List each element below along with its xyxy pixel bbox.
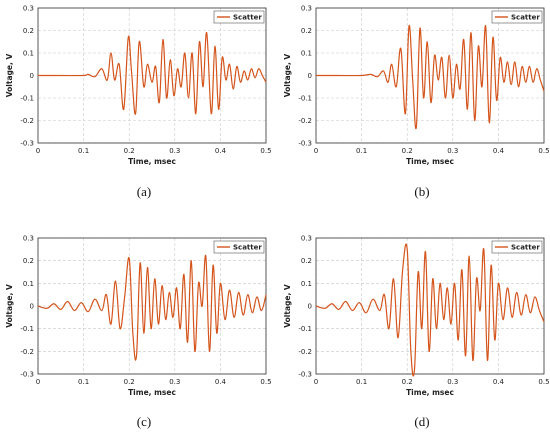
y-tick-label: -0.2 (298, 348, 312, 356)
x-tick-label: 0.5 (260, 378, 271, 386)
panel-caption: (c) (137, 414, 151, 429)
x-tick-label: 0.1 (78, 147, 89, 155)
legend-entry: Scatter (511, 14, 540, 22)
series-line-scatter (37, 254, 267, 361)
legend-box (491, 240, 543, 254)
x-tick-label: 0.5 (538, 147, 549, 155)
y-tick-label: 0.2 (301, 27, 312, 35)
y-tick-label: 0.3 (301, 235, 312, 243)
y-tick-label: -0.1 (298, 325, 312, 333)
x-tick-label: 0.5 (260, 147, 271, 155)
y-tick-label: -0.1 (20, 95, 34, 103)
panel-caption: (a) (137, 184, 151, 199)
chart-panel-4: 0.30.20.10-0.1-0.2-0.30 0.1 0.2 0.3 0.4 0.5Sc… (283, 235, 550, 430)
y-tick-label: 0 (30, 72, 34, 80)
chart-panel-1: 0.30.20.10-0.1-0.2-0.30 0.1 0.2 0.3 0.4 0.5Sc… (5, 5, 272, 200)
y-tick-label: -0.1 (298, 95, 312, 103)
y-tick-label: 0.1 (301, 50, 312, 58)
y-tick-label: -0.2 (20, 117, 34, 125)
x-tick-label: 0.3 (447, 378, 458, 386)
x-tick-label: 0.5 (538, 378, 549, 386)
chart-panel-2: 0.30.20.10-0.1-0.2-0.30 0.1 0.2 0.3 0.4 0.5Sc… (283, 5, 550, 200)
legend-box (213, 240, 265, 254)
legend: Scatter (491, 10, 543, 24)
x-tick-label: 0 (36, 378, 40, 386)
x-axis-label: Time, msec (406, 388, 454, 397)
y-tick-label: 0.2 (23, 27, 34, 35)
legend-entry: Scatter (233, 244, 262, 252)
y-tick-label: -0.1 (20, 325, 34, 333)
x-tick-label: 0.1 (356, 378, 367, 386)
y-tick-label: 0.3 (23, 235, 34, 243)
x-tick-label: 0.2 (402, 147, 413, 155)
x-tick-label: 0.3 (169, 378, 180, 386)
y-tick-label: 0.1 (23, 280, 34, 288)
x-tick-label: 0.4 (493, 147, 505, 155)
y-tick-label: 0.2 (301, 257, 312, 265)
x-axis-label: Time, msec (128, 157, 176, 166)
y-axis-label: Voltage, V (5, 284, 14, 328)
chart-panel-3: 0.30.20.10-0.1-0.2-0.30 0.1 0.2 0.3 0.4 0.5Sc… (5, 235, 272, 430)
x-tick-label: 0 (36, 147, 40, 155)
y-tick-label: 0.3 (301, 5, 312, 13)
y-tick-label: 0 (30, 303, 34, 311)
x-tick-label: 0.1 (78, 378, 89, 386)
legend-entry: Scatter (233, 14, 262, 22)
series-line-scatter (38, 32, 267, 115)
legend: Scatter (213, 10, 265, 24)
y-tick-label: 0.3 (23, 5, 34, 13)
x-tick-label: 0.4 (215, 147, 227, 155)
y-tick-label: -0.3 (298, 371, 312, 379)
x-axis-label: Time, msec (128, 388, 176, 397)
legend-box (213, 10, 265, 24)
y-tick-label: 0.1 (23, 50, 34, 58)
x-tick-label: 0 (314, 378, 318, 386)
x-tick-label: 0.2 (124, 378, 135, 386)
legend: Scatter (213, 240, 265, 254)
y-tick-label: -0.3 (20, 140, 34, 148)
y-tick-label: 0.2 (23, 257, 34, 265)
panel-caption: (d) (414, 414, 429, 429)
y-axis-label: Voltage, V (283, 284, 292, 328)
x-tick-label: 0.4 (215, 378, 227, 386)
panel-caption: (b) (414, 184, 429, 199)
y-tick-label: 0 (308, 303, 312, 311)
legend-entry: Scatter (511, 244, 540, 252)
y-tick-label: -0.3 (298, 140, 312, 148)
x-tick-label: 0 (314, 147, 318, 155)
x-tick-label: 0.3 (169, 147, 180, 155)
series-line-scatter (316, 25, 545, 130)
series-line-scatter (315, 243, 545, 377)
x-tick-label: 0.3 (447, 147, 458, 155)
x-tick-label: 0.2 (402, 378, 413, 386)
y-tick-label: -0.3 (20, 371, 34, 379)
y-tick-label: -0.2 (298, 117, 312, 125)
x-tick-label: 0.1 (356, 147, 367, 155)
x-tick-label: 0.4 (493, 378, 505, 386)
y-tick-label: 0 (308, 72, 312, 80)
y-tick-label: 0.1 (301, 280, 312, 288)
x-axis-label: Time, msec (406, 157, 454, 166)
y-axis-label: Voltage, V (283, 54, 292, 98)
legend-box (491, 10, 543, 24)
legend: Scatter (491, 240, 543, 254)
y-axis-label: Voltage, V (5, 54, 14, 98)
x-tick-label: 0.2 (124, 147, 135, 155)
y-tick-label: -0.2 (20, 348, 34, 356)
